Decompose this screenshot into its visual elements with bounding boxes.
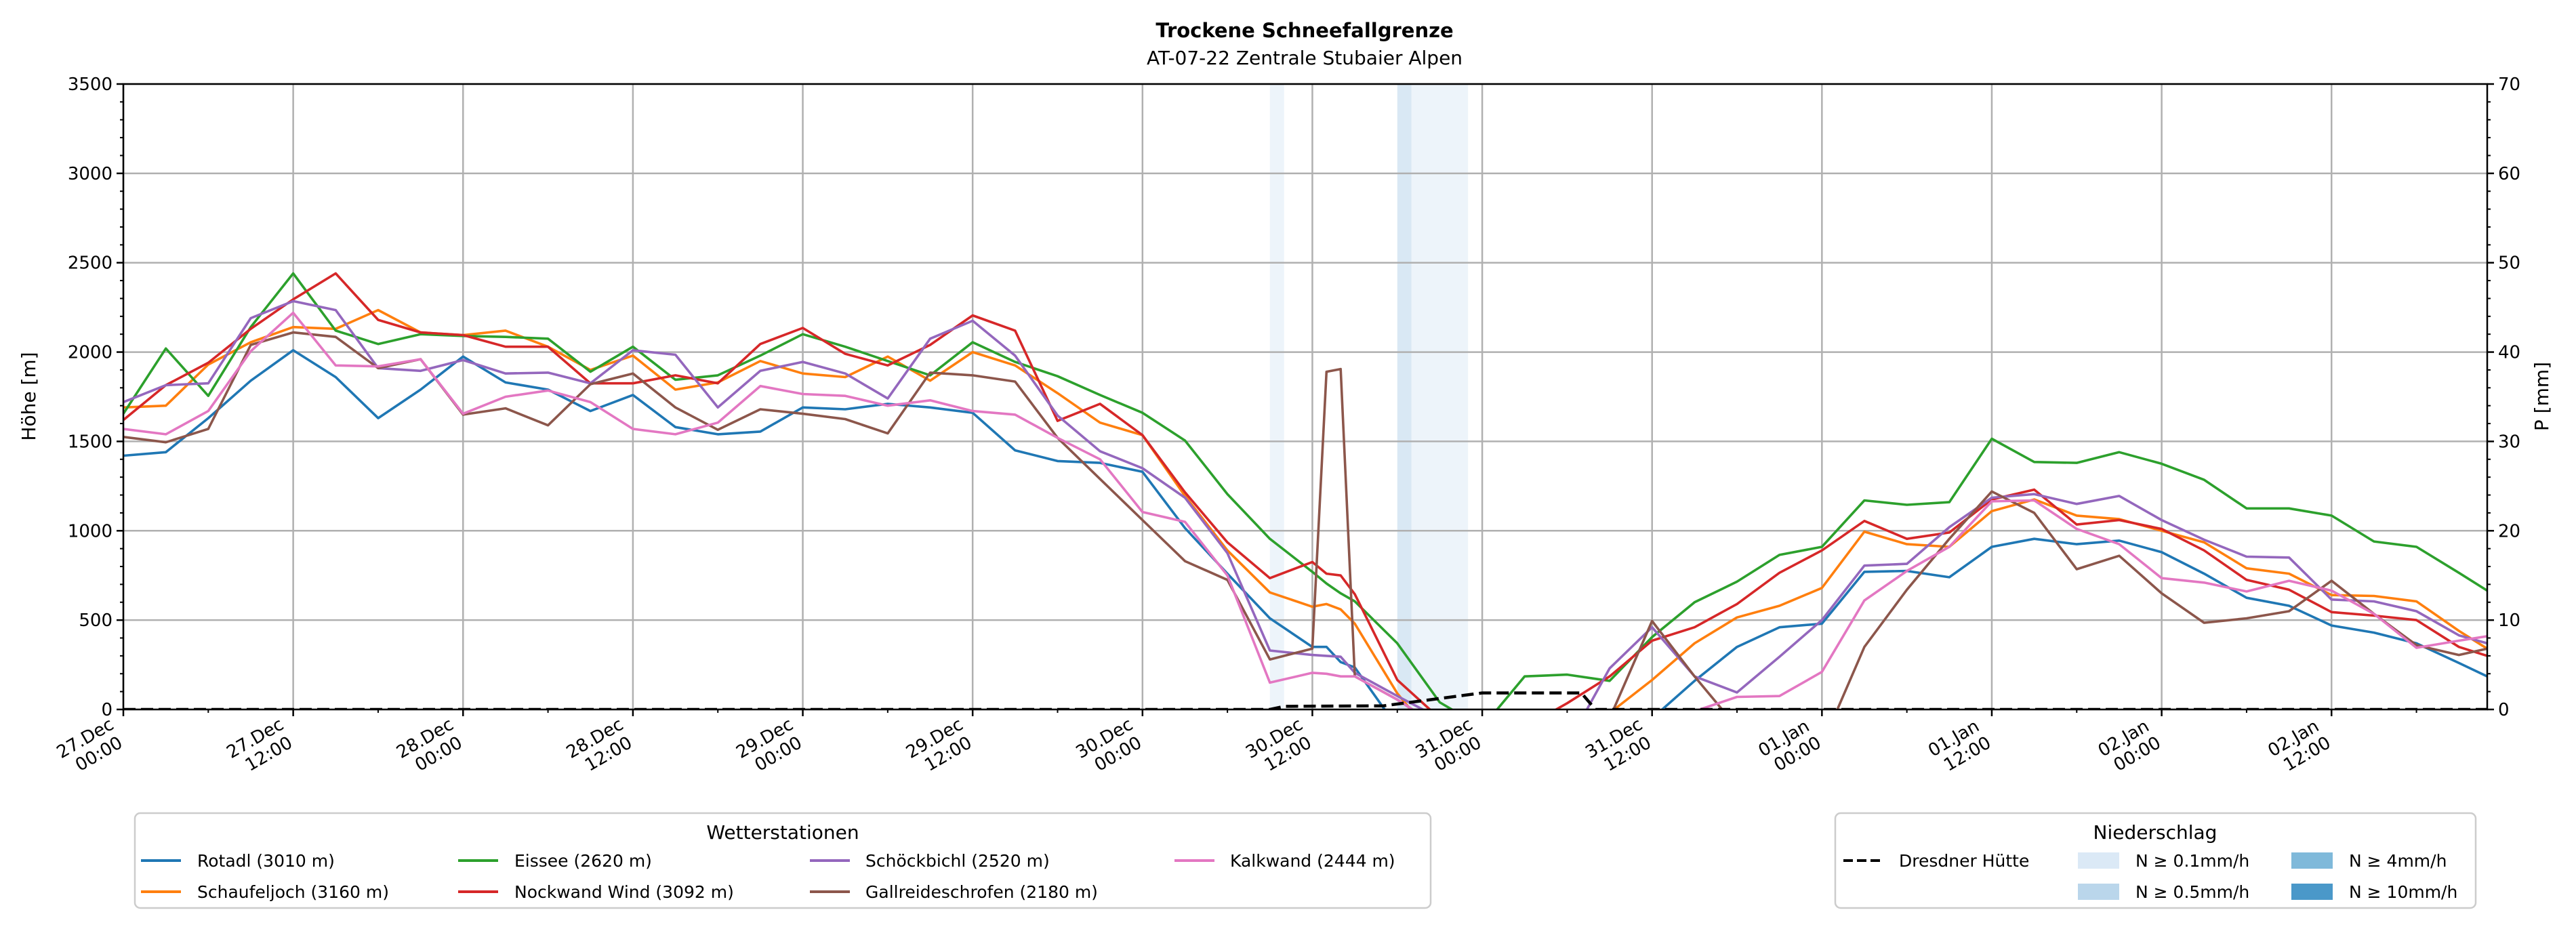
legend-item-rotadl: Rotadl (3010 m) [141, 851, 335, 871]
precip-band [1269, 84, 1284, 709]
y-tick-label: 1000 [68, 521, 113, 541]
legend-item-eissee: Eissee (2620 m) [458, 851, 652, 871]
legend-item-nockwand: Nockwand Wind (3092 m) [458, 882, 734, 902]
precip-legend-title: Niederschlag [2093, 821, 2217, 844]
y-tick-label: 2000 [68, 343, 113, 363]
series-line [123, 272, 2487, 709]
y2-tick-label: 0 [2498, 700, 2510, 720]
legend-item-schoeckbichl: Schöckbichl (2520 m) [810, 851, 1050, 871]
legend-label: N ≥ 0.1mm/h [2135, 851, 2249, 871]
y2-tick-label: 20 [2498, 521, 2520, 541]
plot-frame [122, 83, 2489, 711]
precip-bands [1269, 84, 1469, 709]
chart-subtitle: AT-07-22 Zentrale Stubaier Alpen [1147, 47, 1463, 69]
y-axis-label: Höhe [m] [18, 352, 40, 440]
legend-item-n-05: N ≥ 0.5mm/h [2078, 882, 2249, 902]
y2-tick-label: 10 [2498, 611, 2520, 631]
precip-line-dresdner-huette [123, 691, 2487, 709]
y-tick-label: 0 [101, 700, 113, 720]
legend-label: Eissee (2620 m) [514, 851, 652, 871]
legend-item-dresdner-huette: Dresdner Hütte [1843, 851, 2029, 871]
legend-label: Schaufeljoch (3160 m) [197, 882, 389, 902]
legend-swatch [2291, 852, 2333, 869]
y2-axis-label: P [mm] [2531, 362, 2553, 431]
y2-tick-label: 30 [2498, 432, 2520, 452]
legend-swatch [2291, 884, 2333, 900]
y-tick-label: 2500 [68, 253, 113, 274]
y2-tick-label: 50 [2498, 253, 2520, 274]
y-tick-label: 3000 [68, 164, 113, 184]
legend-label: Gallreideschrofen (2180 m) [865, 882, 1098, 902]
legend-label: Kalkwand (2444 m) [1230, 851, 1395, 871]
y2-tick-label: 60 [2498, 164, 2520, 184]
stations-legend: Wetterstationen Rotadl (3010 m) Schaufel… [134, 812, 1432, 909]
y2-tick-label: 40 [2498, 343, 2520, 363]
legend-label: N ≥ 0.5mm/h [2135, 882, 2249, 902]
legend-label: Dresdner Hütte [1899, 851, 2029, 871]
legend-item-kalkwand: Kalkwand (2444 m) [1174, 851, 1395, 871]
legend-swatch [2078, 884, 2119, 900]
legend-label: N ≥ 4mm/h [2349, 851, 2447, 871]
legend-item-schaufeljoch: Schaufeljoch (3160 m) [141, 882, 389, 902]
series-line [123, 300, 2487, 709]
y-tick-label: 500 [79, 611, 113, 631]
series-line [123, 331, 2487, 709]
precip-band [1397, 84, 1412, 709]
legend-item-n-10: N ≥ 10mm/h [2291, 882, 2457, 902]
precip-band [1411, 84, 1469, 709]
legend-item-gallreideschrofen: Gallreideschrofen (2180 m) [810, 882, 1098, 902]
series-line [123, 272, 2487, 709]
legend-label: Rotadl (3010 m) [197, 851, 335, 871]
legend-label: Schöckbichl (2520 m) [865, 851, 1050, 871]
y-tick-label: 1500 [68, 432, 113, 452]
y2-tick-label: 70 [2498, 75, 2520, 95]
legend-label: N ≥ 10mm/h [2349, 882, 2457, 902]
series-lines [123, 272, 2487, 709]
series-line [123, 311, 2487, 709]
legend-label: Nockwand Wind (3092 m) [514, 882, 734, 902]
chart-title: Trockene Schneefallgrenze [1156, 19, 1453, 42]
precip-legend: Niederschlag Dresdner Hütte N ≥ 0.1mm/h … [1834, 812, 2477, 909]
axes: 0 500 1000 1500 2000 2500 3000 3500 0 10 20 30 40 50 6… [54, 75, 2520, 776]
series-line [123, 308, 2487, 709]
legend-item-n-01: N ≥ 0.1mm/h [2078, 851, 2249, 871]
legend-item-n-4: N ≥ 4mm/h [2291, 851, 2447, 871]
stations-legend-title: Wetterstationen [706, 821, 859, 844]
legend-swatch [2078, 852, 2119, 869]
grid [122, 83, 2487, 711]
series-line [123, 349, 2487, 709]
y-tick-label: 3500 [68, 75, 113, 95]
